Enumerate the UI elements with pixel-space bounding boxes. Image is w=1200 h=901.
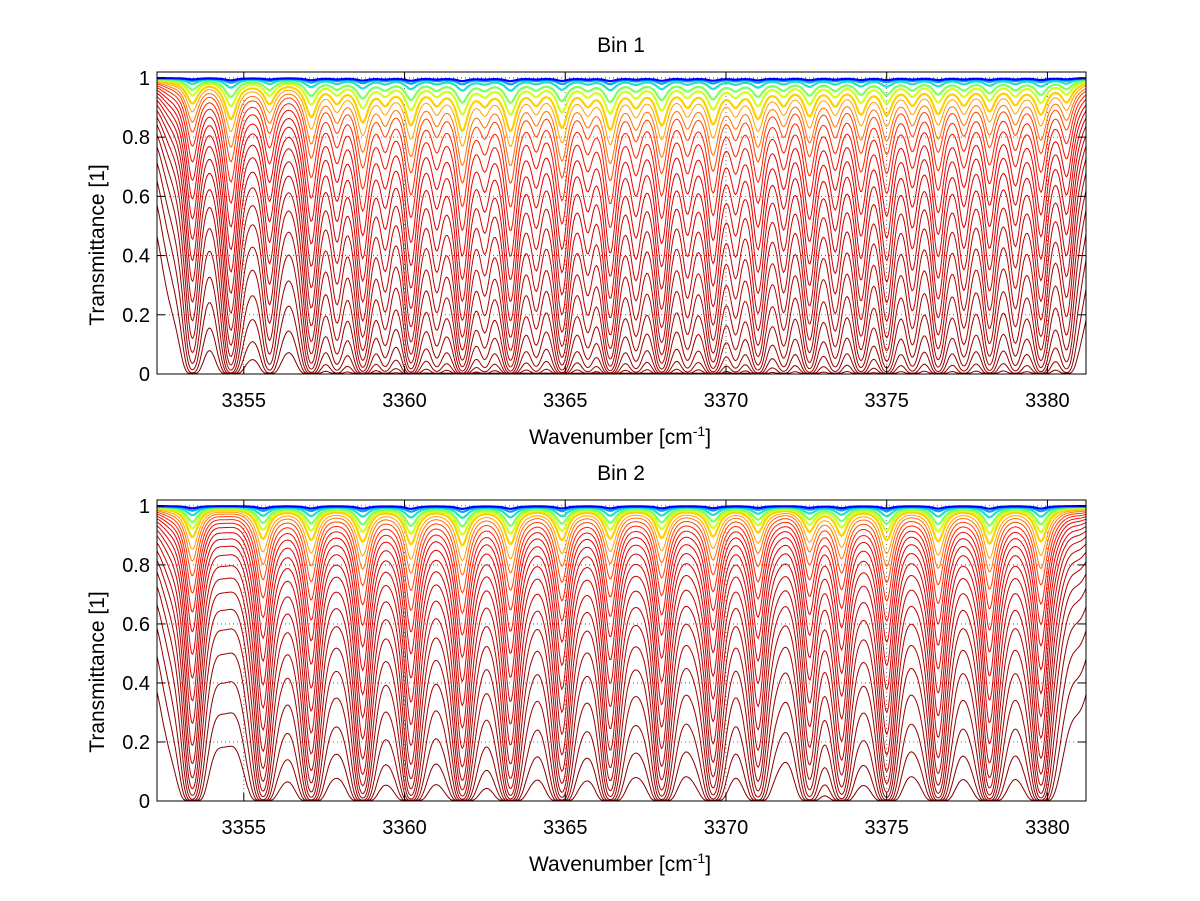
y-tick-label: 0.4: [122, 673, 150, 695]
y-tick-label: 0.2: [122, 305, 150, 327]
series-line-4: [157, 506, 1086, 528]
series-line-6: [157, 79, 1086, 133]
y-tick-label: 0.6: [122, 614, 150, 636]
chart-title: Bin 1: [597, 34, 645, 57]
x-axis-label: Wavenumber [cm-1]: [529, 850, 711, 876]
tick-group: 3355 3360 3365 3370 3375 3380 0 0.2 0.4 0.6 0.8 1: [122, 68, 1086, 412]
series-line-5: [157, 506, 1086, 537]
series-group: [157, 505, 1086, 801]
x-tick-label: 3375: [864, 817, 909, 839]
tick-group: 3355 3360 3365 3370 3375 3380 0 0.2 0.4 0.6 0.8 1: [122, 496, 1086, 839]
series-line-15: [157, 530, 1086, 730]
series-line-12: [157, 518, 1086, 659]
series-line-1: [157, 505, 1086, 511]
x-tick-label: 3375: [864, 390, 909, 412]
x-axis-label: Wavenumber [cm-1]: [529, 423, 711, 449]
y-tick-label: 0.8: [122, 555, 150, 577]
series-line-22: [157, 162, 1086, 374]
series-line-17: [157, 542, 1086, 768]
series-line-7: [157, 81, 1086, 148]
series-line-24: [157, 656, 1086, 801]
series-line-14: [157, 525, 1086, 707]
series-line-11: [157, 87, 1086, 232]
series-line-15: [157, 100, 1086, 322]
series-line-13: [157, 92, 1086, 281]
y-axis-label: Transmittance [1]: [86, 591, 109, 752]
series-line-16: [157, 104, 1086, 338]
series-line-22: [157, 604, 1086, 801]
series-line-11: [157, 515, 1086, 637]
y-tick-label: 0: [139, 791, 150, 813]
series-line-3: [157, 77, 1086, 92]
series-line-10: [157, 85, 1086, 208]
series-line-19: [157, 559, 1086, 791]
x-tick-label: 3370: [704, 390, 749, 412]
x-tick-label: 3365: [543, 390, 588, 412]
series-line-16: [157, 535, 1086, 750]
series-line-4: [157, 78, 1086, 104]
series-line-20: [157, 572, 1086, 797]
x-tick-label: 3360: [382, 817, 427, 839]
axes-frame: [156, 71, 1087, 375]
series-line-14: [157, 96, 1086, 303]
series-line-1: [157, 77, 1086, 83]
y-tick-label: 0.2: [122, 732, 150, 754]
series-line-6: [157, 507, 1086, 547]
y-tick-label: 0.8: [122, 127, 150, 149]
y-tick-label: 0: [139, 364, 150, 386]
series-line-8: [157, 510, 1086, 576]
series-line-9: [157, 511, 1086, 594]
x-tick-label: 3370: [704, 817, 749, 839]
series-line-13: [157, 521, 1086, 683]
y-tick-label: 1: [139, 68, 150, 90]
y-tick-label: 1: [139, 496, 150, 518]
series-group: [157, 77, 1086, 374]
series-line-3: [157, 505, 1086, 519]
series-line-17: [157, 110, 1086, 351]
y-tick-label: 0.4: [122, 246, 150, 268]
x-tick-label: 3365: [543, 817, 588, 839]
series-line-9: [157, 83, 1086, 184]
series-line-12: [157, 89, 1086, 258]
panel-bin-1: Bin 1 3355 3360 3365 3370 3375 3380 0 0.2 0.4 0.6…: [86, 34, 1087, 449]
series-line-8: [157, 82, 1086, 167]
series-line-2: [157, 77, 1086, 86]
series-line-7: [157, 509, 1086, 562]
series-line-21: [157, 586, 1086, 800]
series-line-5: [157, 78, 1086, 116]
series-line-18: [157, 550, 1086, 782]
x-tick-label: 3360: [382, 390, 427, 412]
series-line-18: [157, 117, 1086, 361]
series-line-20: [157, 134, 1086, 372]
x-tick-label: 3380: [1025, 390, 1070, 412]
series-line-21: [157, 146, 1086, 374]
panel-bin-2: Bin 2 3355 3360 3365 3370 3375 3380 0 0.2 0.4 0.6…: [86, 462, 1087, 876]
x-tick-label: 3355: [222, 817, 267, 839]
series-line-10: [157, 513, 1086, 615]
y-tick-label: 0.6: [122, 186, 150, 208]
x-tick-label: 3380: [1025, 817, 1070, 839]
series-line-19: [157, 124, 1086, 368]
y-axis-label: Transmittance [1]: [86, 164, 109, 325]
axes-frame: [156, 499, 1087, 802]
chart-title: Bin 2: [597, 462, 645, 485]
x-tick-label: 3355: [222, 390, 267, 412]
